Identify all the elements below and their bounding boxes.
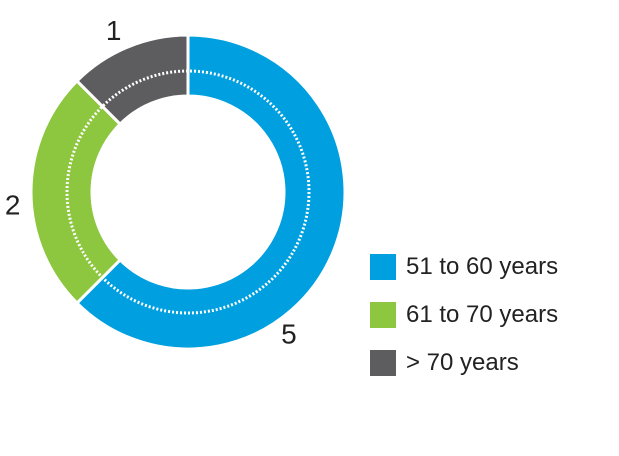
data-label-51-to-60-years: 5 xyxy=(281,319,297,350)
legend-swatch-over-70-years xyxy=(370,350,396,376)
legend-label-over-70-years: > 70 years xyxy=(406,349,519,376)
legend-swatch-61-to-70-years xyxy=(370,302,396,328)
data-label-61-to-70-years: 2 xyxy=(5,190,21,221)
slice-61-to-70-years xyxy=(29,78,123,306)
legend-item-61-to-70-years: 61 to 70 years xyxy=(370,291,558,339)
legend: 51 to 60 years 61 to 70 years > 70 years xyxy=(370,243,558,387)
legend-label-61-to-70-years: 61 to 70 years xyxy=(406,301,559,328)
donut-slices xyxy=(29,33,347,351)
legend-item-51-to-60-years: 51 to 60 years xyxy=(370,243,558,291)
data-label-over-70-years: 1 xyxy=(106,15,122,46)
inner-dotted-ring xyxy=(65,69,311,315)
legend-swatch-51-to-60-years xyxy=(370,254,396,280)
legend-item-over-70-years: > 70 years xyxy=(370,339,558,387)
slice-over-70-years xyxy=(74,33,190,127)
legend-label-51-to-60-years: 51 to 60 years xyxy=(406,253,559,280)
data-labels: 5 2 1 xyxy=(5,15,297,350)
slice-51-to-60-years xyxy=(74,33,347,351)
